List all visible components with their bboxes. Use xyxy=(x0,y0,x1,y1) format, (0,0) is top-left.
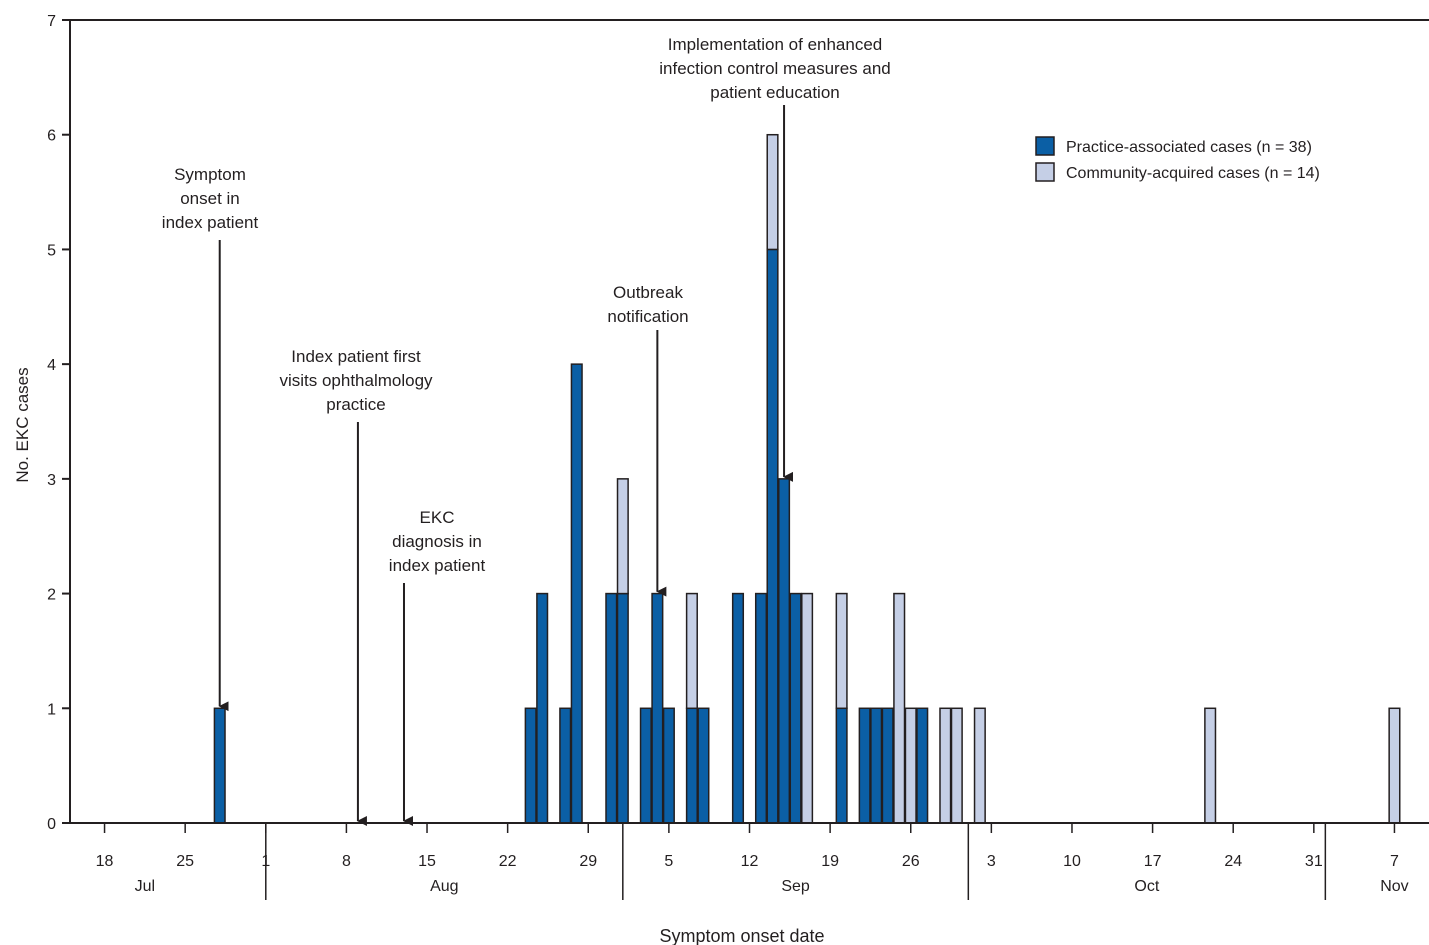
bar-practice-2014-09-14 xyxy=(766,248,779,824)
bar-community-2014-09-29 xyxy=(939,707,952,824)
x-tick-label-2014-09-26: 26 xyxy=(902,853,920,870)
annotation-5-line-3: patient education xyxy=(710,83,840,102)
annotation-3-line-2: diagnosis in xyxy=(392,532,482,551)
annotation-3: EKC diagnosis in index patient xyxy=(389,508,486,826)
bar-community-2014-09-25 xyxy=(893,592,906,824)
annotation-4: Outbreak notification xyxy=(607,283,689,597)
y-tick-label-2: 2 xyxy=(47,587,56,604)
month-label-Aug: Aug xyxy=(430,878,458,895)
annotation-4-line-1: Outbreak xyxy=(613,283,683,302)
annotation-1-line-2: onset in xyxy=(180,189,240,208)
bar-practice-2014-09-13 xyxy=(754,592,768,824)
legend-label-community-acquired: Community-acquired cases (n = 14) xyxy=(1066,165,1320,182)
x-tick-label-2014-10-10: 10 xyxy=(1063,853,1081,870)
annotation-2-line-3: practice xyxy=(326,395,386,414)
x-axis-label: Symptom onset date xyxy=(659,926,824,945)
x-tick-label-2014-11-07: 7 xyxy=(1390,853,1399,870)
bar-practice-2014-09-23 xyxy=(870,707,883,824)
legend-label-practice-associated: Practice-associated cases (n = 38) xyxy=(1066,139,1312,156)
annotation-1-line-3: index patient xyxy=(162,213,259,232)
bar-practice-2014-08-25 xyxy=(536,592,549,824)
bar-practice-2014-07-28 xyxy=(213,707,226,824)
bar-practice-2014-09-05 xyxy=(662,707,675,824)
month-label-Oct: Oct xyxy=(1134,878,1159,895)
bar-practice-2014-09-24 xyxy=(881,707,894,824)
annotation-5-line-1: Implementation of enhanced xyxy=(668,35,883,54)
bar-community-2014-09-17 xyxy=(801,592,814,824)
annotation-1-line-1: Symptom xyxy=(174,165,246,184)
bar-community-2014-09-07 xyxy=(685,592,698,710)
bar-community-2014-11-07 xyxy=(1388,707,1401,824)
legend-swatch-community-acquired xyxy=(1035,162,1055,182)
bar-practice-2014-09-04 xyxy=(651,592,664,824)
x-tick-label-2014-10-17: 17 xyxy=(1144,853,1162,870)
bar-community-2014-10-22 xyxy=(1204,707,1217,824)
bar-practice-2014-08-31 xyxy=(605,592,618,824)
annotation-3-line-3: index patient xyxy=(389,556,486,575)
bar-practice-2014-08-27 xyxy=(559,707,572,824)
bar-community-2014-09-20 xyxy=(835,592,848,710)
y-axis-label: No. EKC cases xyxy=(13,367,32,482)
bar-community-2014-10-02 xyxy=(973,707,986,824)
x-tick-label-2014-09-12: 12 xyxy=(741,853,759,870)
bar-community-2014-09-14 xyxy=(766,133,779,251)
month-label-Sep: Sep xyxy=(781,878,810,895)
month-label-Nov: Nov xyxy=(1380,878,1408,895)
bar-practice-2014-09-08 xyxy=(697,707,710,824)
y-tick-label-7: 7 xyxy=(47,13,56,30)
x-tick-label-2014-08-08: 8 xyxy=(342,853,351,870)
bar-practice-2014-09-16 xyxy=(789,592,802,824)
bar-practice-2014-09-22 xyxy=(858,707,871,824)
x-tick-label-2014-07-25: 25 xyxy=(176,853,194,870)
annotation-1: Symptom onset in index patient xyxy=(162,165,259,712)
y-tick-label-0: 0 xyxy=(47,816,56,833)
y-tick-label-5: 5 xyxy=(47,242,56,259)
x-tick-label-2014-10-31: 31 xyxy=(1305,853,1323,870)
y-tick-label-4: 4 xyxy=(47,357,56,374)
x-tick-label-2014-10-24: 24 xyxy=(1224,853,1242,870)
bar-practice-2014-09-27 xyxy=(916,707,929,824)
x-tick-label-2014-08-15: 15 xyxy=(418,853,436,870)
bar-practice-2014-09-15 xyxy=(778,478,791,824)
axes-layer: 0123456718251815222951219263101724317Jul… xyxy=(47,13,1429,900)
x-tick-label-2014-07-18: 18 xyxy=(96,853,114,870)
bars-layer xyxy=(213,133,1401,824)
bar-community-2014-09-26 xyxy=(904,707,917,824)
y-tick-label-1: 1 xyxy=(47,701,56,718)
x-tick-label-2014-10-03: 3 xyxy=(987,853,996,870)
annotation-2-line-2: visits ophthalmology xyxy=(279,371,433,390)
bar-practice-2014-09-01 xyxy=(616,592,629,824)
bar-practice-2014-09-07 xyxy=(685,707,698,824)
legend: Practice-associated cases (n = 38) Commu… xyxy=(1035,136,1320,182)
x-tick-label-2014-08-22: 22 xyxy=(499,853,517,870)
legend-swatch-practice-associated xyxy=(1035,136,1055,156)
annotation-2-line-1: Index patient first xyxy=(291,347,421,366)
bar-practice-2014-09-03 xyxy=(639,707,652,824)
annotation-5: Implementation of enhanced infection cont… xyxy=(659,35,891,482)
y-tick-label-3: 3 xyxy=(47,472,56,489)
annotation-4-line-2: notification xyxy=(607,307,688,326)
annotation-5-line-2: infection control measures and xyxy=(659,59,891,78)
annotation-3-line-1: EKC xyxy=(420,508,455,527)
bar-practice-2014-08-28 xyxy=(570,363,583,824)
month-label-Jul: Jul xyxy=(135,878,155,895)
y-tick-label-6: 6 xyxy=(47,128,56,145)
bar-community-2014-09-30 xyxy=(950,707,963,824)
bar-practice-2014-08-24 xyxy=(524,707,537,824)
bar-community-2014-09-01 xyxy=(616,478,629,595)
x-tick-label-2014-09-19: 19 xyxy=(821,853,839,870)
x-tick-label-2014-09-05: 5 xyxy=(664,853,673,870)
x-tick-label-2014-08-29: 29 xyxy=(579,853,597,870)
bar-practice-2014-09-20 xyxy=(835,707,848,824)
annotation-2: Index patient first visits ophthalmology p… xyxy=(279,347,433,826)
bar-practice-2014-09-11 xyxy=(731,592,745,824)
